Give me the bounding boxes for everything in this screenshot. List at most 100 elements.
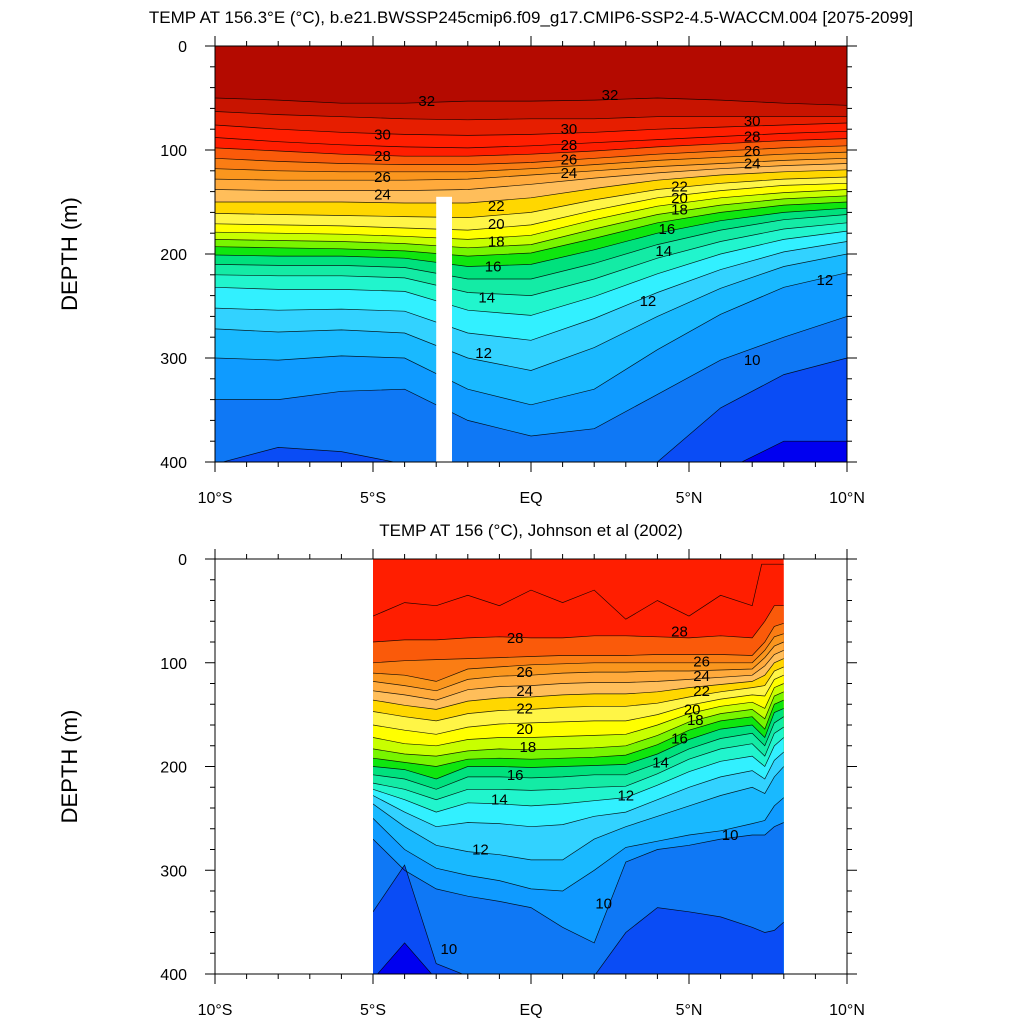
contour-label: 10 [595, 895, 612, 912]
isotherm-27 [373, 622, 784, 664]
x-tick-label: 10°N [829, 490, 865, 507]
isotherm-30 [215, 122, 847, 136]
isotherm-19 [373, 691, 784, 757]
y-tick-label: 300 [160, 351, 187, 368]
isotherm-20 [215, 189, 847, 240]
isotherm-12 [373, 766, 784, 861]
y-tick-label: 400 [160, 967, 187, 984]
isotherm-20 [373, 683, 784, 747]
panel-observation: 28 28262624242222202018181616141412121010… [57, 521, 865, 1019]
isotherm-12 [215, 253, 847, 371]
contour-label: 24 [561, 165, 578, 182]
contour-label: 28 [561, 137, 578, 154]
y-tick-label: 100 [160, 143, 187, 160]
contour-label: 10 [722, 827, 739, 844]
y-axis-label: DEPTH (m) [57, 710, 82, 824]
contour-label: 30 [374, 126, 391, 143]
contour-label: 26 [693, 654, 710, 671]
x-tick-label: 10°N [829, 1002, 865, 1019]
x-tick-label: 10°S [198, 490, 233, 507]
contour-label: 26 [374, 169, 391, 186]
isotherm-21 [373, 674, 784, 735]
isotherm-24 [215, 163, 847, 191]
band-below-9 [222, 358, 847, 462]
isotherm-11 [373, 797, 784, 892]
contour-label: 32 [602, 87, 619, 104]
contour-label: 20 [516, 721, 533, 738]
contour-label: 28 [671, 624, 688, 641]
x-tick-label: 5°S [360, 1002, 386, 1019]
contour-label: 24 [744, 156, 761, 173]
contour-label: 16 [485, 258, 502, 275]
isotherm-16 [373, 716, 784, 790]
isotherm-9 [373, 864, 784, 974]
isotherm-25 [373, 641, 784, 692]
isotherm-24 [373, 649, 784, 701]
contour-label: 16 [507, 767, 524, 784]
y-tick-label: 300 [160, 863, 187, 880]
contour-label: 12 [617, 788, 634, 805]
isotherm-10 [215, 316, 847, 437]
x-tick-label: 5°N [676, 490, 703, 507]
contour-label: 20 [684, 701, 701, 718]
contour-label: 10 [440, 941, 457, 958]
y-tick-label: 100 [160, 656, 187, 673]
contour-label: 16 [659, 221, 676, 238]
contour-label: 32 [418, 93, 435, 110]
x-tick-label: 10°S [198, 1002, 233, 1019]
isotherm-9 [221, 357, 847, 462]
contour-label: 10 [744, 352, 761, 369]
y-axis-label: DEPTH (m) [57, 197, 82, 311]
contour-label: 12 [817, 272, 834, 289]
contour-label: 20 [488, 216, 505, 233]
isotherm-29 [373, 563, 784, 620]
isotherm-26 [215, 151, 847, 173]
isotherm-29 [215, 130, 847, 149]
isotherm-11 [215, 272, 847, 406]
isotherm-14 [373, 737, 784, 813]
contour-label: 22 [671, 178, 688, 195]
contour-label: 28 [507, 630, 524, 647]
isotherm-25 [215, 157, 847, 181]
isotherm-21 [215, 182, 847, 231]
isotherm-13 [373, 751, 784, 828]
contour-label: 24 [693, 668, 710, 685]
isotherm-13 [215, 241, 847, 341]
contour-label: 22 [516, 700, 533, 717]
isotherm-23 [373, 658, 784, 710]
contour-label: 12 [640, 293, 657, 310]
band-below-8 [741, 441, 847, 462]
x-tick-label: 5°N [676, 1002, 703, 1019]
isotherm-10 [373, 822, 784, 944]
contour-label: 28 [744, 128, 761, 145]
isotherm-31 [215, 111, 847, 121]
contour-label: 26 [561, 151, 578, 168]
isotherm-22 [215, 176, 847, 218]
isotherm-19 [215, 195, 847, 249]
contour-label: 18 [687, 712, 704, 729]
contour-fill [215, 46, 847, 462]
contour-label: 30 [561, 121, 578, 138]
contour-label: 16 [671, 730, 688, 747]
isotherm-28 [215, 138, 847, 157]
band-below-8 [377, 942, 432, 974]
isotherm-15 [215, 222, 847, 296]
y-tick-label: 200 [160, 247, 187, 264]
y-tick-label: 0 [178, 552, 187, 569]
chart-title: TEMP AT 156.3°E (°C), b.e21.BWSSP245cmip… [149, 8, 913, 27]
isotherm-14 [215, 230, 847, 316]
isotherm-22 [373, 666, 784, 722]
contour-label: 18 [671, 201, 688, 218]
contour-label: 24 [516, 683, 533, 700]
chart-title: TEMP AT 156 (°C), Johnson et al (2002) [379, 521, 683, 540]
contour-label: 24 [374, 187, 391, 204]
y-tick-label: 200 [160, 760, 187, 777]
x-tick-label: EQ [519, 1002, 542, 1019]
y-tick-label: 400 [160, 455, 187, 472]
contour-label: 26 [744, 143, 761, 160]
contour-label: 26 [516, 664, 533, 681]
contour-label: 12 [475, 345, 492, 362]
contour-label: 18 [519, 739, 536, 756]
